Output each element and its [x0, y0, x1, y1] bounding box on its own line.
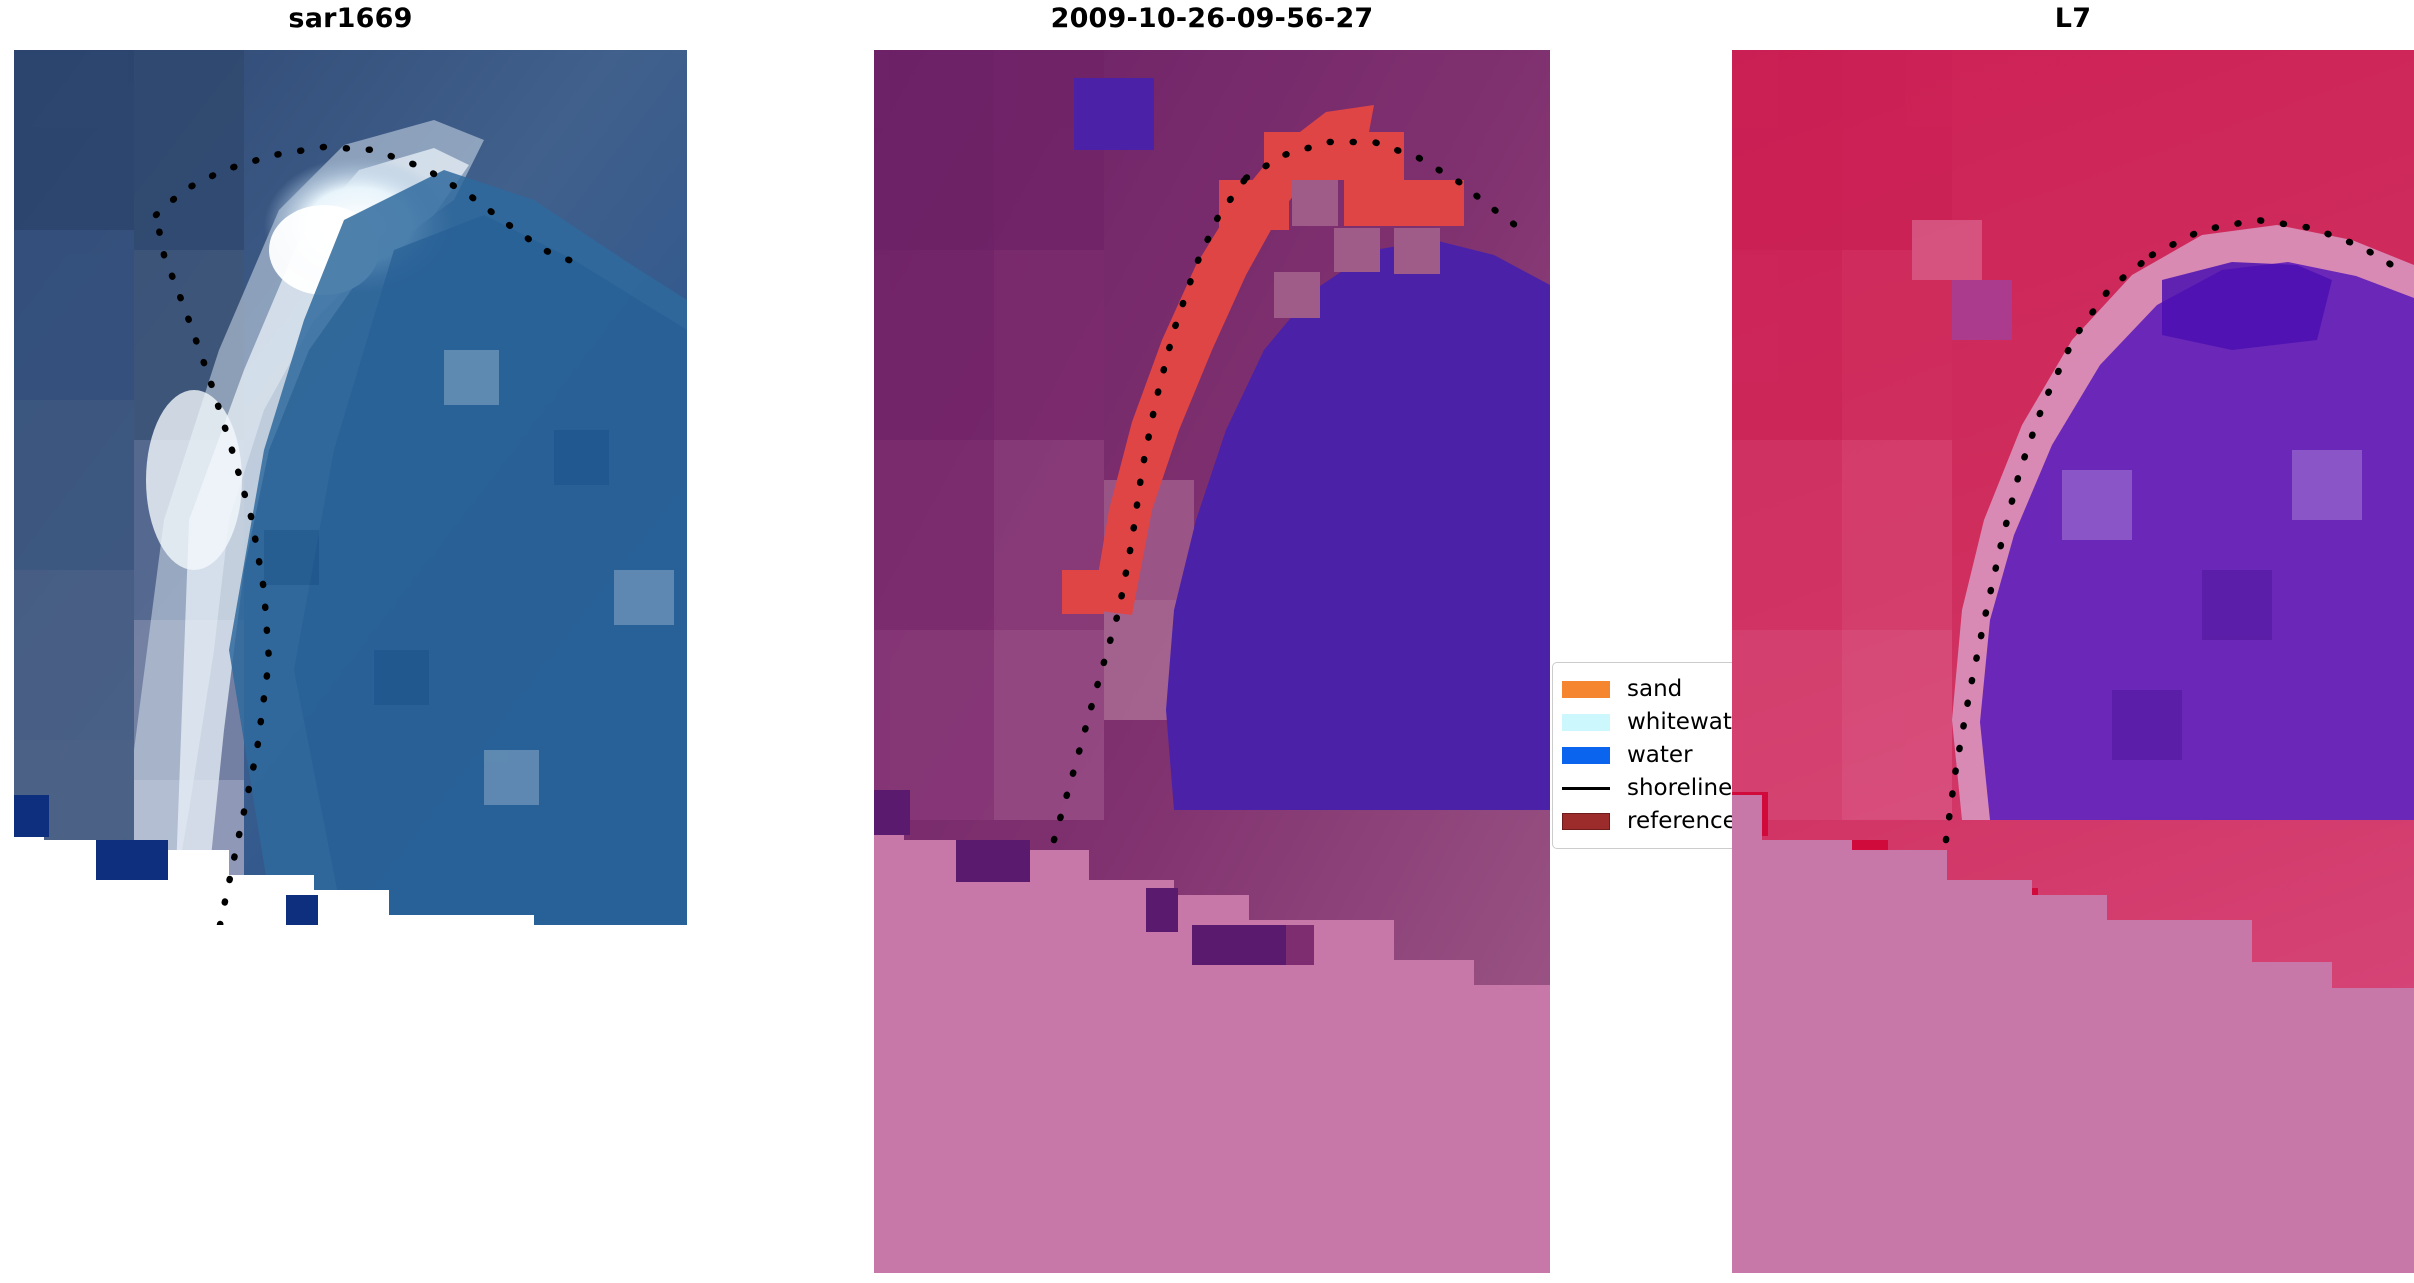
panel-l7-overlay[interactable]	[1732, 50, 2414, 1273]
panel-classification-overlay[interactable]	[874, 50, 1550, 1273]
sand-color-swatch	[1562, 681, 1610, 698]
shoreline-dotted-path	[152, 211, 273, 925]
legend-label-whitewater: whitewater	[1627, 709, 1756, 735]
legend-box[interactable]: sand whitewater water shoreline referenc…	[1552, 662, 1849, 849]
legend-label-water: water	[1627, 742, 1693, 768]
shoreline-line-swatch	[1562, 787, 1610, 790]
water-color-swatch	[1562, 747, 1610, 764]
l7-image	[1732, 50, 2414, 1273]
sar-image	[14, 50, 687, 925]
legend-item-whitewater[interactable]: whitewater	[1562, 706, 1755, 739]
legend-label-shoreline: shoreline	[1627, 775, 1733, 801]
nodata-region	[1732, 795, 2414, 1273]
sar-image-pixels	[14, 50, 687, 925]
classification-image	[874, 50, 1550, 1273]
panel-title-sar: sar1669	[288, 3, 413, 34]
reference-shoreline-color-swatch	[1562, 813, 1610, 830]
classification-pixels	[874, 50, 1550, 1273]
legend-item-reference-shoreline[interactable]: reference shoreline	[1562, 805, 1849, 838]
nodata-region	[874, 795, 1550, 1273]
shoreline-dotted-path	[1942, 251, 2156, 844]
l7-pixels	[1732, 50, 2414, 1273]
water-region	[1166, 240, 1550, 810]
legend-item-sand[interactable]: sand	[1562, 673, 1746, 706]
legend-label-sand: sand	[1627, 676, 1683, 702]
panel-title-l7: L7	[2054, 3, 2092, 34]
legend-label-reference-shoreline: reference shoreline	[1627, 808, 1850, 834]
legend-item-water[interactable]: water	[1562, 739, 1746, 772]
legend-item-shoreline[interactable]: shoreline	[1562, 772, 1746, 805]
whitewater-color-swatch	[1562, 714, 1610, 731]
water-region	[1980, 262, 2414, 820]
panel-sar1669[interactable]	[14, 50, 687, 925]
panel-title-date: 2009-10-26-09-56-27	[1050, 3, 1374, 34]
